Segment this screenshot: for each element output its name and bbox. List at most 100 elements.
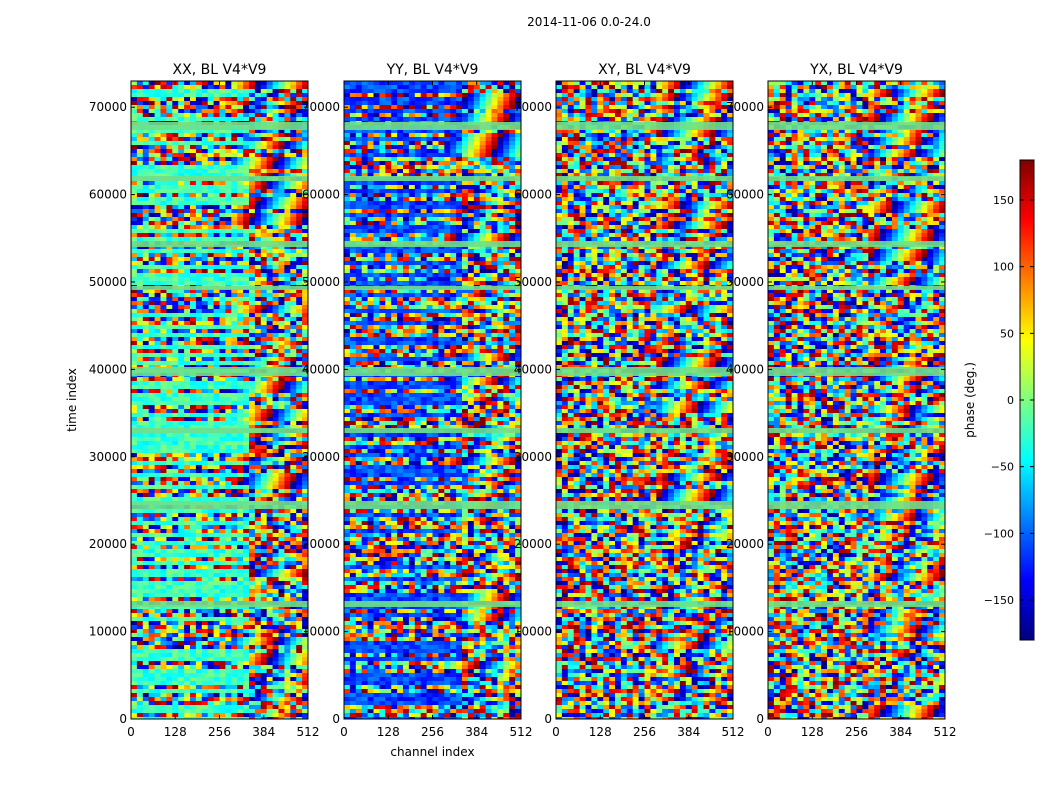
heatmap-cell: [178, 457, 185, 461]
heatmap-cell: [213, 441, 220, 445]
heatmap-cell: [296, 713, 303, 717]
heatmap-cell: [219, 317, 226, 321]
heatmap-cell: [148, 393, 155, 397]
heatmap-cell: [249, 213, 256, 217]
heatmap-cell: [231, 113, 238, 117]
heatmap-cell: [190, 565, 197, 569]
heatmap-cell: [278, 141, 285, 145]
heatmap-cell: [172, 181, 179, 185]
heatmap-cell: [278, 301, 285, 305]
heatmap-cell: [225, 621, 232, 625]
heatmap-cell: [172, 541, 179, 545]
heatmap-cell: [154, 313, 161, 317]
heatmap-cell: [184, 449, 191, 453]
heatmap-cell: [148, 157, 155, 161]
heatmap-cell: [231, 265, 238, 269]
heatmap-cell: [243, 401, 250, 405]
heatmap-cell: [136, 213, 144, 217]
heatmap-cell: [184, 557, 191, 561]
heatmap-cell: [178, 641, 185, 645]
heatmap-cell: [237, 189, 244, 193]
heatmap-cell: [166, 221, 173, 225]
heatmap-cell: [172, 317, 179, 321]
heatmap-cell: [290, 597, 297, 601]
heatmap-cell: [201, 561, 209, 565]
heatmap-cell: [201, 641, 209, 645]
heatmap-cell: [172, 561, 179, 565]
heatmap-cell: [190, 705, 197, 709]
heatmap-cell: [278, 277, 285, 281]
heatmap-cell: [166, 321, 173, 325]
heatmap-cell: [231, 329, 238, 333]
heatmap-cell: [166, 137, 173, 141]
heatmap-cell: [249, 657, 256, 661]
heatmap-cell: [166, 309, 173, 313]
heatmap-cell: [231, 293, 238, 297]
heatmap-cell: [195, 361, 203, 365]
heatmap-cell: [184, 337, 191, 341]
heatmap-cell: [172, 413, 179, 417]
heatmap-cell: [302, 645, 308, 649]
heatmap-cell: [131, 349, 138, 353]
heatmap-cell: [195, 521, 203, 525]
heatmap-cell: [497, 89, 504, 93]
heatmap-cell: [302, 433, 308, 437]
heatmap-cell: [231, 533, 238, 537]
heatmap-cell: [154, 269, 161, 273]
heatmap-cell: [284, 425, 291, 429]
heatmap-cell: [190, 625, 197, 629]
heatmap-cell: [207, 221, 214, 225]
heatmap-cell: [172, 381, 179, 385]
heatmap-cell: [131, 337, 138, 341]
heatmap-cell: [237, 197, 244, 201]
heatmap-cell: [243, 513, 250, 517]
heatmap-cell: [231, 173, 238, 177]
heatmap-cell: [201, 253, 209, 257]
heatmap-cell: [272, 533, 279, 537]
heatmap-cell: [260, 441, 268, 445]
heatmap-cell: [154, 345, 161, 349]
heatmap-cell: [272, 309, 279, 313]
heatmap-cell: [219, 337, 226, 341]
heatmap-cell: [284, 441, 291, 445]
heatmap-cell: [219, 289, 226, 293]
heatmap-cell: [296, 93, 303, 97]
heatmap-cell: [131, 157, 138, 161]
heatmap-cell: [219, 225, 226, 229]
heatmap-cell: [296, 645, 303, 649]
heatmap-cell: [178, 161, 185, 165]
heatmap-cell: [166, 621, 173, 625]
heatmap-cell: [213, 549, 220, 553]
heatmap-cell: [201, 713, 209, 717]
heatmap-cell: [296, 273, 303, 277]
heatmap-cell: [201, 593, 209, 597]
heatmap-cell: [497, 81, 504, 85]
heatmap-cell: [207, 277, 214, 281]
heatmap-cell: [178, 197, 185, 201]
heatmap-cell: [249, 225, 256, 229]
heatmap-cell: [284, 665, 291, 669]
heatmap-cell: [266, 269, 273, 273]
heatmap-cell: [290, 165, 297, 169]
heatmap-cell: [172, 297, 179, 301]
heatmap-cell: [260, 137, 268, 141]
heatmap-cell: [290, 325, 297, 329]
heatmap-cell: [249, 217, 256, 221]
heatmap-cell: [178, 661, 185, 665]
heatmap-cell: [166, 145, 173, 149]
heatmap-cell: [136, 617, 144, 621]
heatmap-cell: [172, 553, 179, 557]
heatmap-cell: [231, 105, 238, 109]
heatmap-cell: [154, 669, 161, 673]
heatmap-cell: [190, 617, 197, 621]
heatmap-cell: [296, 225, 303, 229]
heatmap-cell: [172, 85, 179, 89]
heatmap-cell: [237, 405, 244, 409]
heatmap-cell: [184, 709, 191, 713]
heatmap-cell: [154, 477, 161, 481]
heatmap-cell: [131, 153, 138, 157]
heatmap-cell: [237, 97, 244, 101]
heatmap-cell: [195, 217, 203, 221]
heatmap-cell: [231, 449, 238, 453]
heatmap-cell: [172, 705, 179, 709]
